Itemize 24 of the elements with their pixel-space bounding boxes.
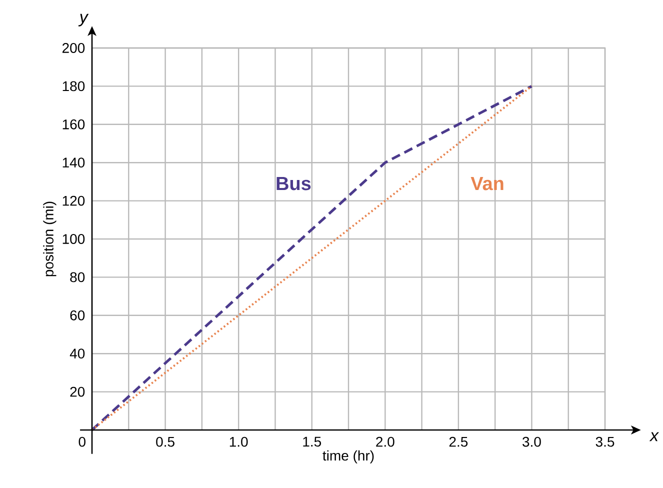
y-tick-label: 140 xyxy=(62,158,85,168)
y-tick-label: 100 xyxy=(62,234,85,244)
x-tick-label: 2.0 xyxy=(376,436,394,447)
x-tick-label: 1.0 xyxy=(230,436,248,447)
y-tick-label: 60 xyxy=(70,310,85,320)
series-label: Van xyxy=(470,176,504,190)
y-tick-label: 200 xyxy=(62,43,85,53)
y-axis-title: position (mi) xyxy=(43,202,56,276)
y-tick-label: 160 xyxy=(62,119,85,130)
x-axis-title: time (hr) xyxy=(322,450,374,464)
x-tick-label: 2.5 xyxy=(449,436,468,447)
y-tick-label: 20 xyxy=(70,386,85,397)
text: x xyxy=(649,432,660,442)
x-tick-label: 3.0 xyxy=(522,436,541,447)
y-tick-label: 80 xyxy=(70,272,85,282)
series-label: Bus xyxy=(276,176,311,190)
x-tick-label: 0.5 xyxy=(156,436,174,447)
y-tick-label: 40 xyxy=(70,348,85,359)
x-tick-label: 0 xyxy=(78,436,86,447)
text: y xyxy=(78,14,89,26)
y-tick-label: 120 xyxy=(62,196,85,206)
y-tick-label: 180 xyxy=(62,81,85,92)
x-tick-label: 3.5 xyxy=(596,436,614,447)
x-tick-label: 1.5 xyxy=(303,436,322,447)
